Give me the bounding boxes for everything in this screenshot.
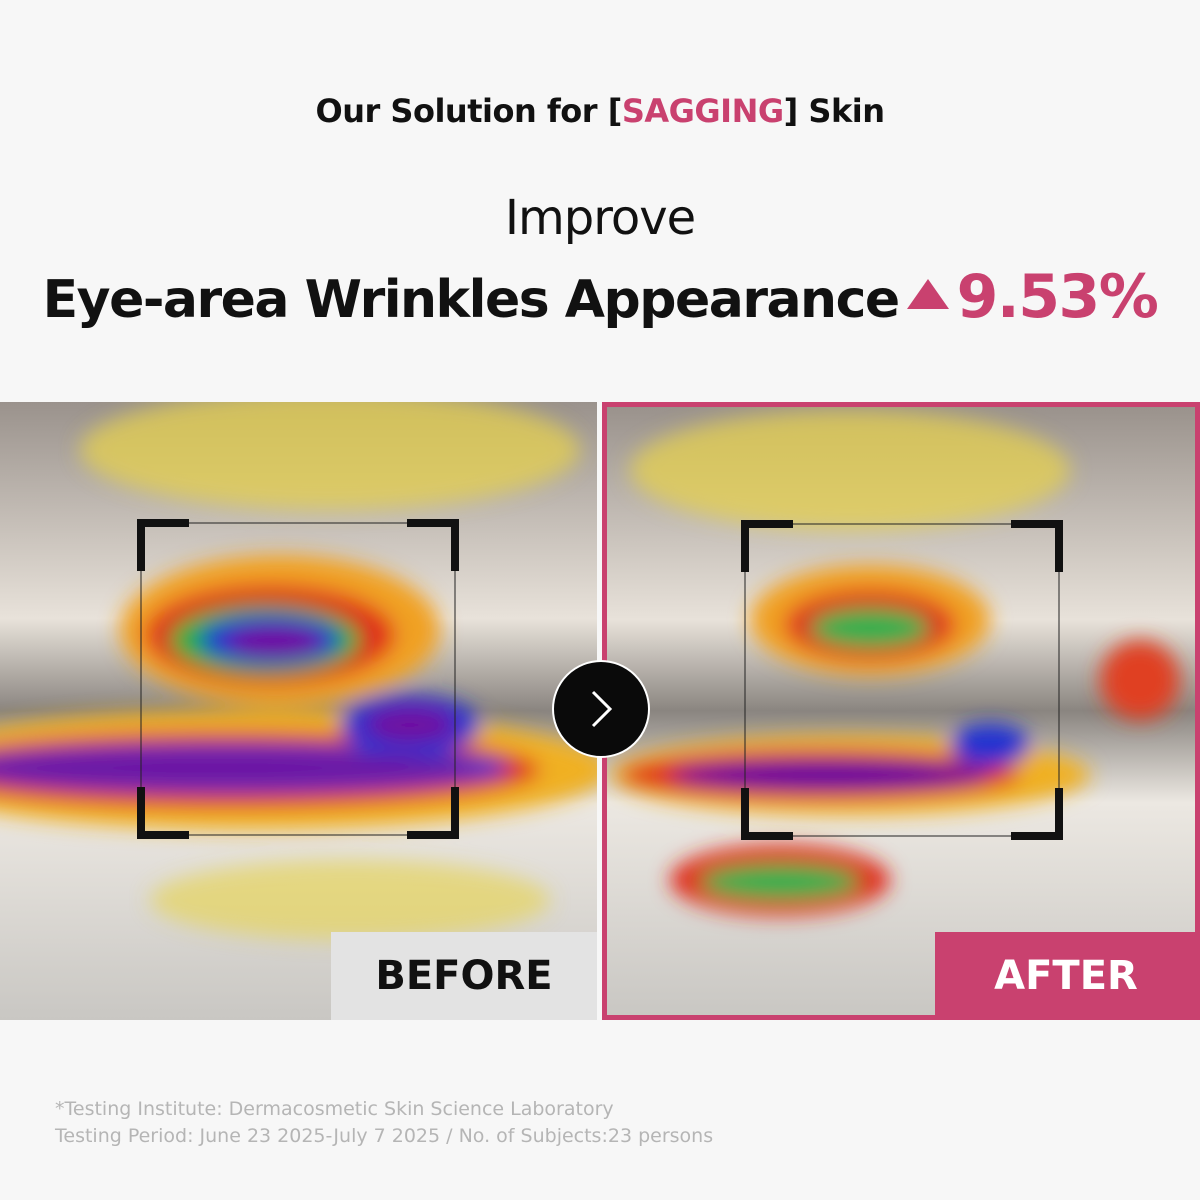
footnote: *Testing Institute: Dermacosmetic Skin S…	[55, 1096, 713, 1150]
footnote-line: Testing Period: June 23 2025-July 7 2025…	[55, 1125, 714, 1147]
before-image	[0, 402, 597, 1020]
arrow-icon	[591, 690, 613, 728]
after-label-bg	[935, 932, 1197, 1017]
footnote-line: *Testing Institute: Dermacosmetic Skin S…	[55, 1098, 614, 1120]
before-label-bg	[331, 932, 597, 1020]
headline-highlight: SAGGING	[621, 92, 784, 130]
after-label: AFTER	[994, 953, 1138, 999]
headline-prefix: Our Solution for [	[315, 92, 623, 130]
claim-result: 9.53%	[956, 262, 1159, 332]
claim-text: Eye-area Wrinkles Appearance	[42, 270, 901, 330]
up-triangle	[906, 279, 949, 309]
after-image	[607, 407, 1195, 1015]
claim-line2: Eye-area Wrinkles Appearance 9.53%	[0, 262, 1200, 332]
headline-suffix: ] Skin	[783, 92, 885, 130]
claim-line1: Improve	[504, 190, 696, 246]
arrow-button	[552, 660, 650, 758]
before-label: BEFORE	[375, 953, 553, 999]
headline: Our Solution for [SAGGING] Skin	[0, 92, 1200, 130]
focus-brackets	[137, 519, 1063, 840]
